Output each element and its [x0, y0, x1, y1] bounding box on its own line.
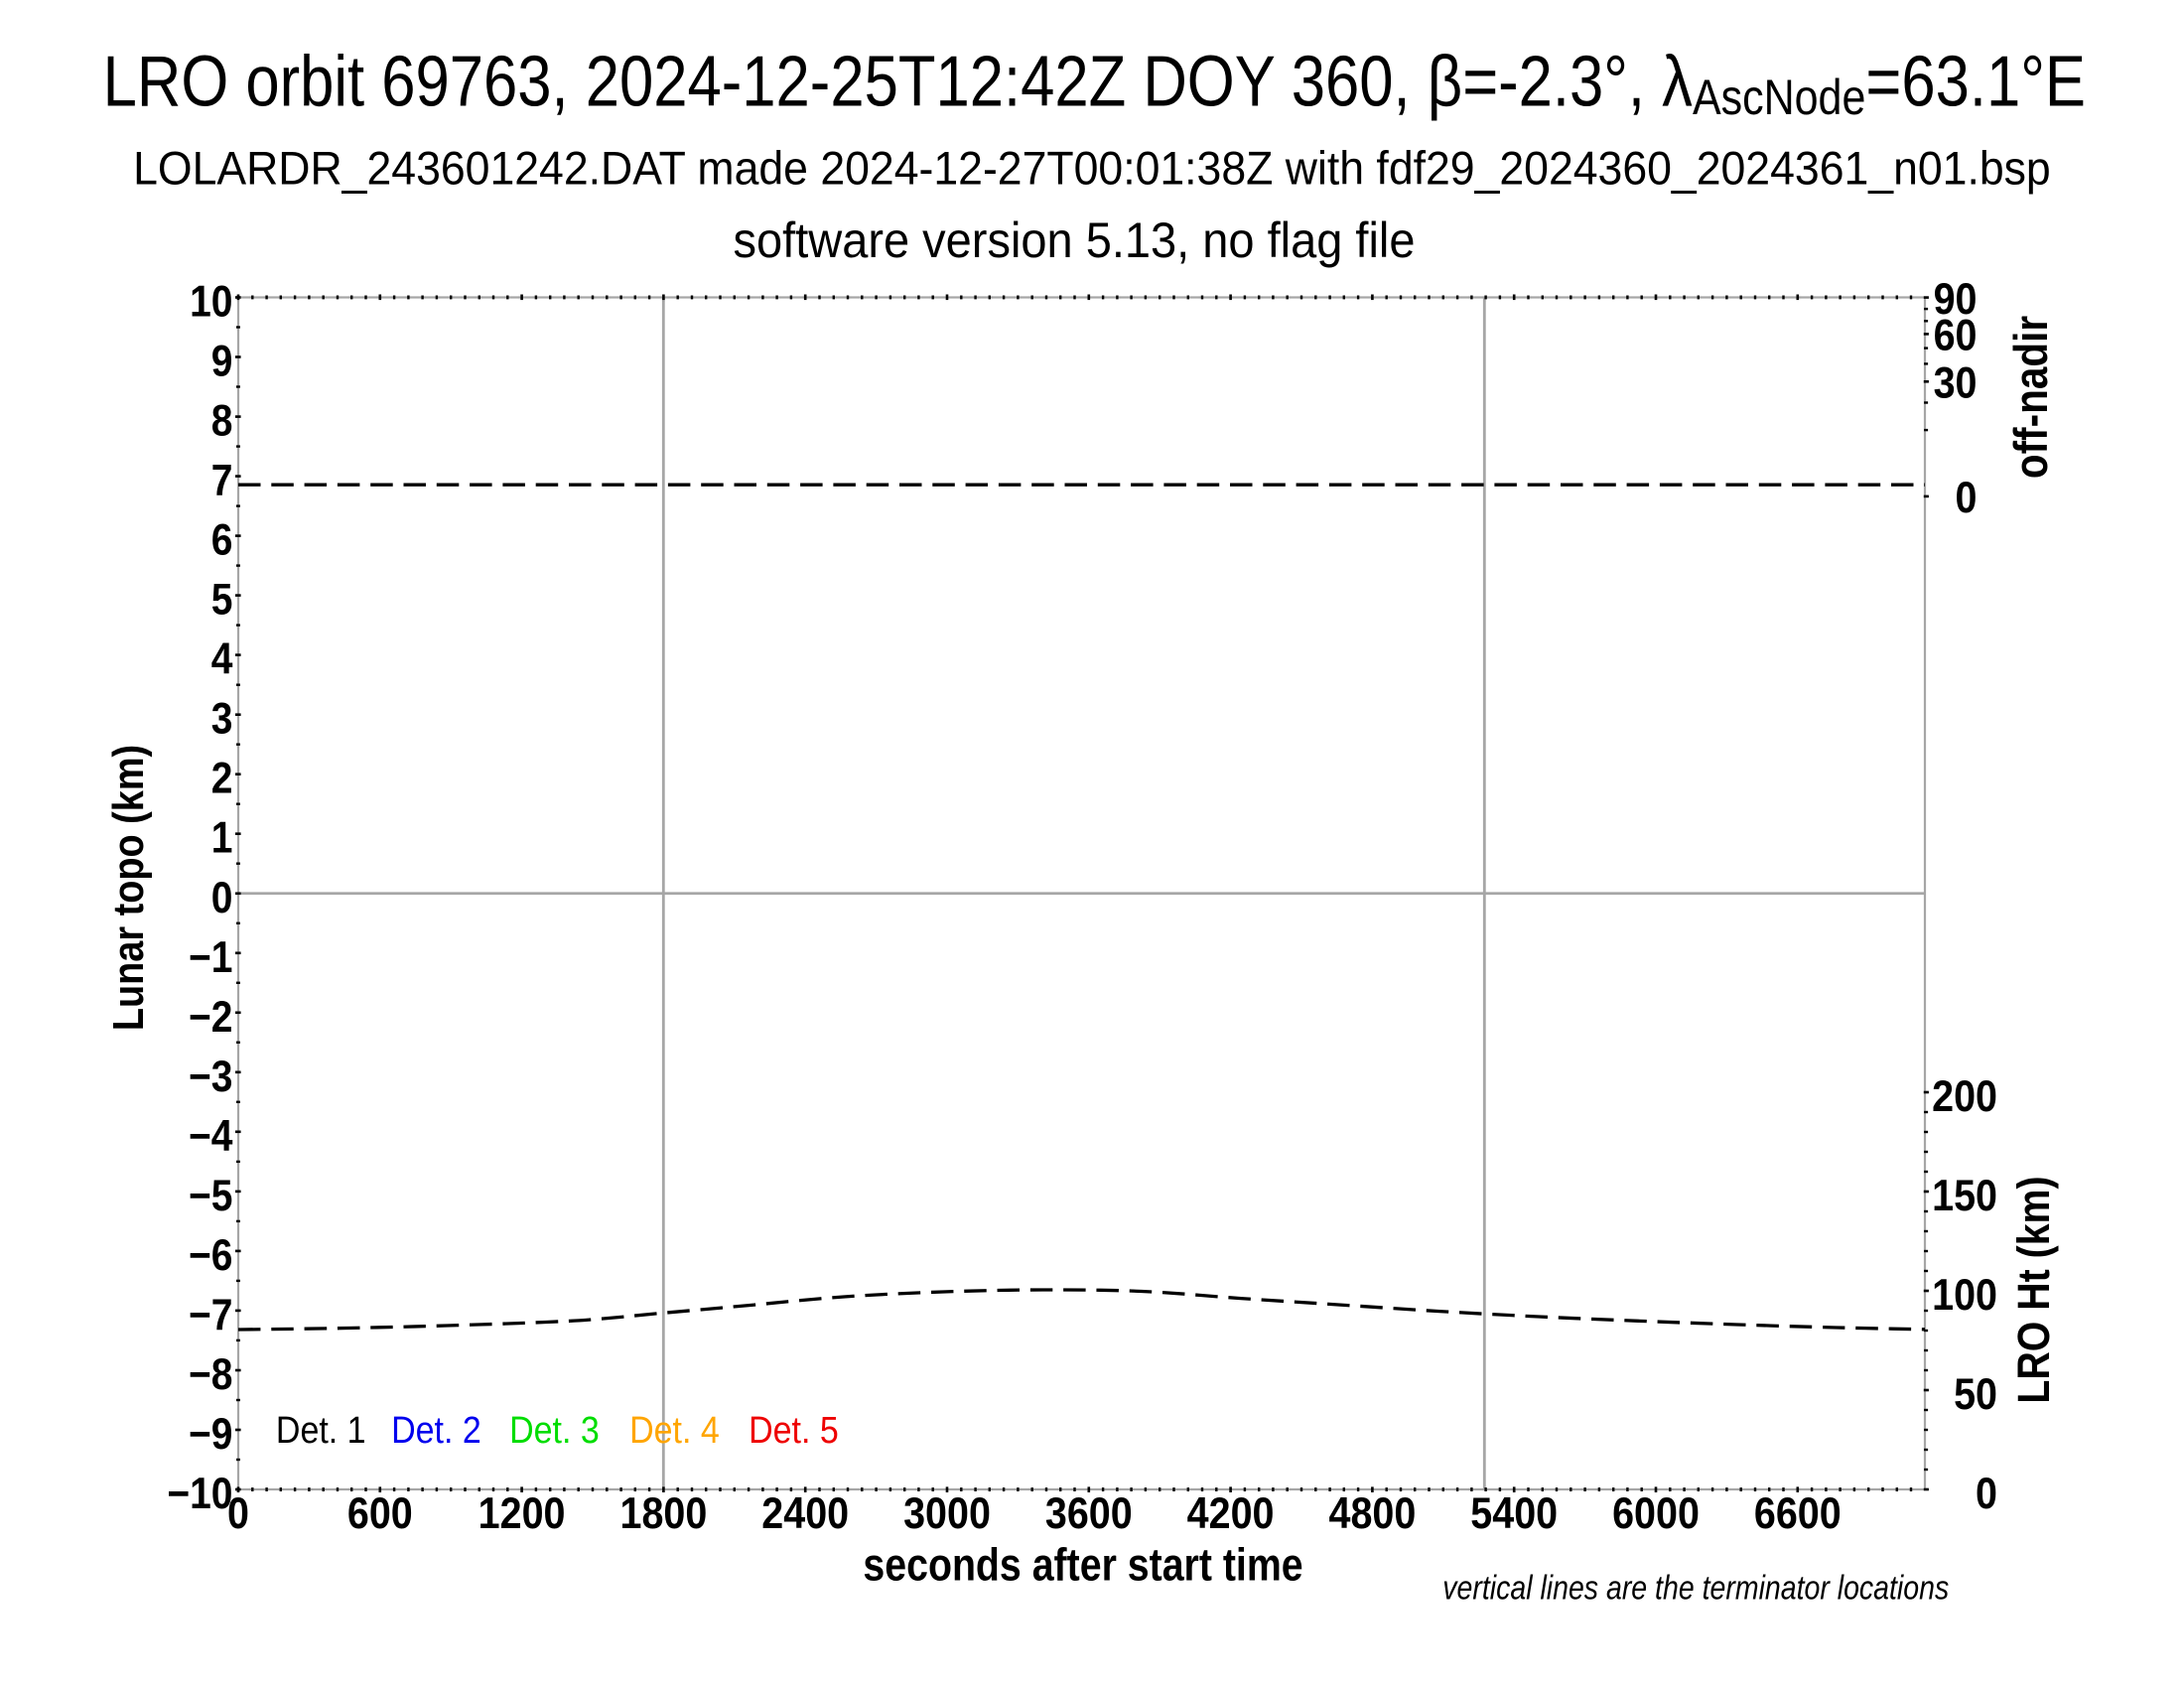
- svg-text:0: 0: [1976, 1469, 1997, 1518]
- svg-text:150: 150: [1932, 1171, 1997, 1220]
- svg-text:0: 0: [211, 873, 233, 922]
- svg-text:−6: −6: [189, 1230, 232, 1280]
- svg-text:0: 0: [227, 1488, 249, 1538]
- svg-text:30: 30: [1934, 357, 1978, 407]
- svg-text:6600: 6600: [1754, 1488, 1842, 1538]
- svg-text:vertical lines are the termina: vertical lines are the terminator locati…: [1442, 1569, 1949, 1607]
- svg-text:software version 5.13, no flag: software version 5.13, no flag file: [734, 213, 1416, 269]
- svg-text:9: 9: [211, 336, 233, 385]
- svg-text:5400: 5400: [1470, 1488, 1558, 1538]
- svg-text:100: 100: [1932, 1270, 1997, 1320]
- svg-text:10: 10: [190, 276, 232, 326]
- svg-text:Lunar topo (km): Lunar topo (km): [103, 745, 152, 1031]
- svg-text:1: 1: [211, 812, 233, 862]
- svg-text:4200: 4200: [1187, 1488, 1275, 1538]
- svg-text:−4: −4: [189, 1111, 232, 1161]
- svg-text:−9: −9: [189, 1409, 232, 1459]
- svg-text:Det. 5: Det. 5: [749, 1408, 839, 1451]
- svg-text:50: 50: [1954, 1369, 1997, 1419]
- svg-text:Det. 2: Det. 2: [391, 1408, 481, 1451]
- svg-text:2400: 2400: [761, 1488, 849, 1538]
- svg-text:−3: −3: [189, 1052, 232, 1101]
- svg-text:600: 600: [347, 1488, 413, 1538]
- svg-text:−1: −1: [189, 932, 232, 982]
- svg-text:−2: −2: [189, 992, 232, 1042]
- svg-text:1200: 1200: [478, 1488, 566, 1538]
- svg-text:−7: −7: [189, 1290, 232, 1339]
- svg-text:LOLARDR_243601242.DAT made 202: LOLARDR_243601242.DAT made 2024-12-27T00…: [133, 141, 2051, 194]
- svg-text:−10: −10: [167, 1469, 232, 1518]
- svg-text:seconds after start time: seconds after start time: [863, 1540, 1302, 1592]
- svg-text:3000: 3000: [903, 1488, 991, 1538]
- svg-text:3: 3: [211, 693, 233, 743]
- svg-text:Det. 3: Det. 3: [509, 1408, 600, 1451]
- svg-text:−8: −8: [189, 1349, 232, 1399]
- svg-text:200: 200: [1932, 1071, 1997, 1121]
- svg-text:6: 6: [211, 514, 233, 564]
- svg-text:8: 8: [211, 395, 233, 445]
- svg-text:4800: 4800: [1328, 1488, 1416, 1538]
- svg-text:90: 90: [1934, 274, 1978, 324]
- svg-text:7: 7: [211, 455, 233, 504]
- svg-text:60: 60: [1934, 310, 1978, 359]
- svg-text:Det. 1: Det. 1: [276, 1408, 366, 1451]
- svg-text:6000: 6000: [1612, 1488, 1700, 1538]
- svg-text:3600: 3600: [1045, 1488, 1133, 1538]
- svg-text:−5: −5: [189, 1171, 232, 1220]
- svg-text:1800: 1800: [619, 1488, 707, 1538]
- svg-text:2: 2: [211, 753, 233, 802]
- svg-text:off-nadir: off-nadir: [2005, 316, 2057, 479]
- svg-text:Det. 4: Det. 4: [629, 1408, 720, 1451]
- svg-text:0: 0: [1956, 473, 1978, 522]
- svg-text:5: 5: [211, 574, 233, 624]
- svg-text:LRO Ht (km): LRO Ht (km): [2008, 1176, 2059, 1403]
- svg-text:4: 4: [211, 633, 233, 683]
